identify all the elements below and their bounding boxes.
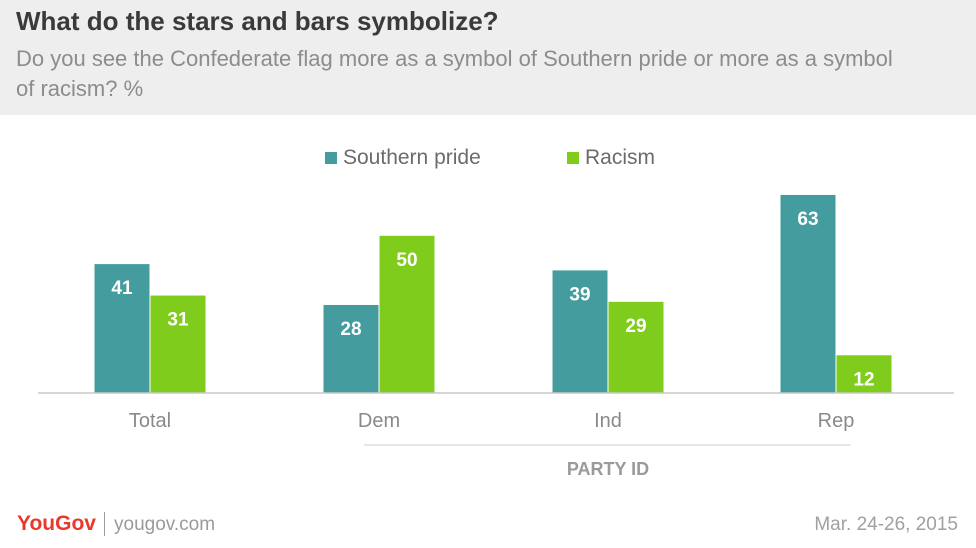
footer-divider [104,512,105,536]
bar-southern-pride-rep [780,194,836,393]
header: What do the stars and bars symbolize? Do… [0,0,976,115]
data-label-racism-ind: 29 [625,316,646,337]
x-tick-label-dem: Dem [358,410,400,432]
x-tick-label-total: Total [129,410,171,432]
bar-southern-pride-dem [323,304,379,393]
footer-date: Mar. 24-26, 2015 [814,514,958,535]
data-label-southern-pride-total: 41 [111,278,133,299]
legend-swatch-racism [567,152,579,164]
bar-racism-ind [608,301,664,393]
legend: Southern pride Racism [0,146,976,172]
legend-label-southern-pride: Southern pride [343,146,481,169]
data-label-southern-pride-dem: 28 [340,319,361,340]
yougov-logo: YouGov [17,512,96,535]
x-tick-label-rep: Rep [818,410,855,432]
legend-label-racism: Racism [585,146,656,169]
data-label-southern-pride-ind: 39 [569,284,590,305]
bar-southern-pride-ind [552,270,608,393]
legend-item-racism: Racism [567,146,655,170]
footer-url: yougov.com [114,514,216,535]
bar-racism-rep [836,355,892,393]
x-tick-label-ind: Ind [594,410,622,432]
chart-subtitle: Do you see the Confederate flag more as … [16,46,893,101]
group-label: PARTY ID [567,459,649,479]
data-label-racism-dem: 50 [396,250,417,271]
legend-swatch-southern-pride [325,152,337,164]
bar-southern-pride-total [94,264,150,393]
data-label-racism-total: 31 [167,310,189,331]
chart-title: What do the stars and bars symbolize? [16,6,499,36]
data-label-southern-pride-rep: 63 [797,209,818,230]
bar-racism-total [150,295,206,393]
bar-racism-dem [379,235,435,393]
data-label-racism-rep: 12 [853,369,874,390]
legend-item-southern-pride: Southern pride [325,146,481,170]
